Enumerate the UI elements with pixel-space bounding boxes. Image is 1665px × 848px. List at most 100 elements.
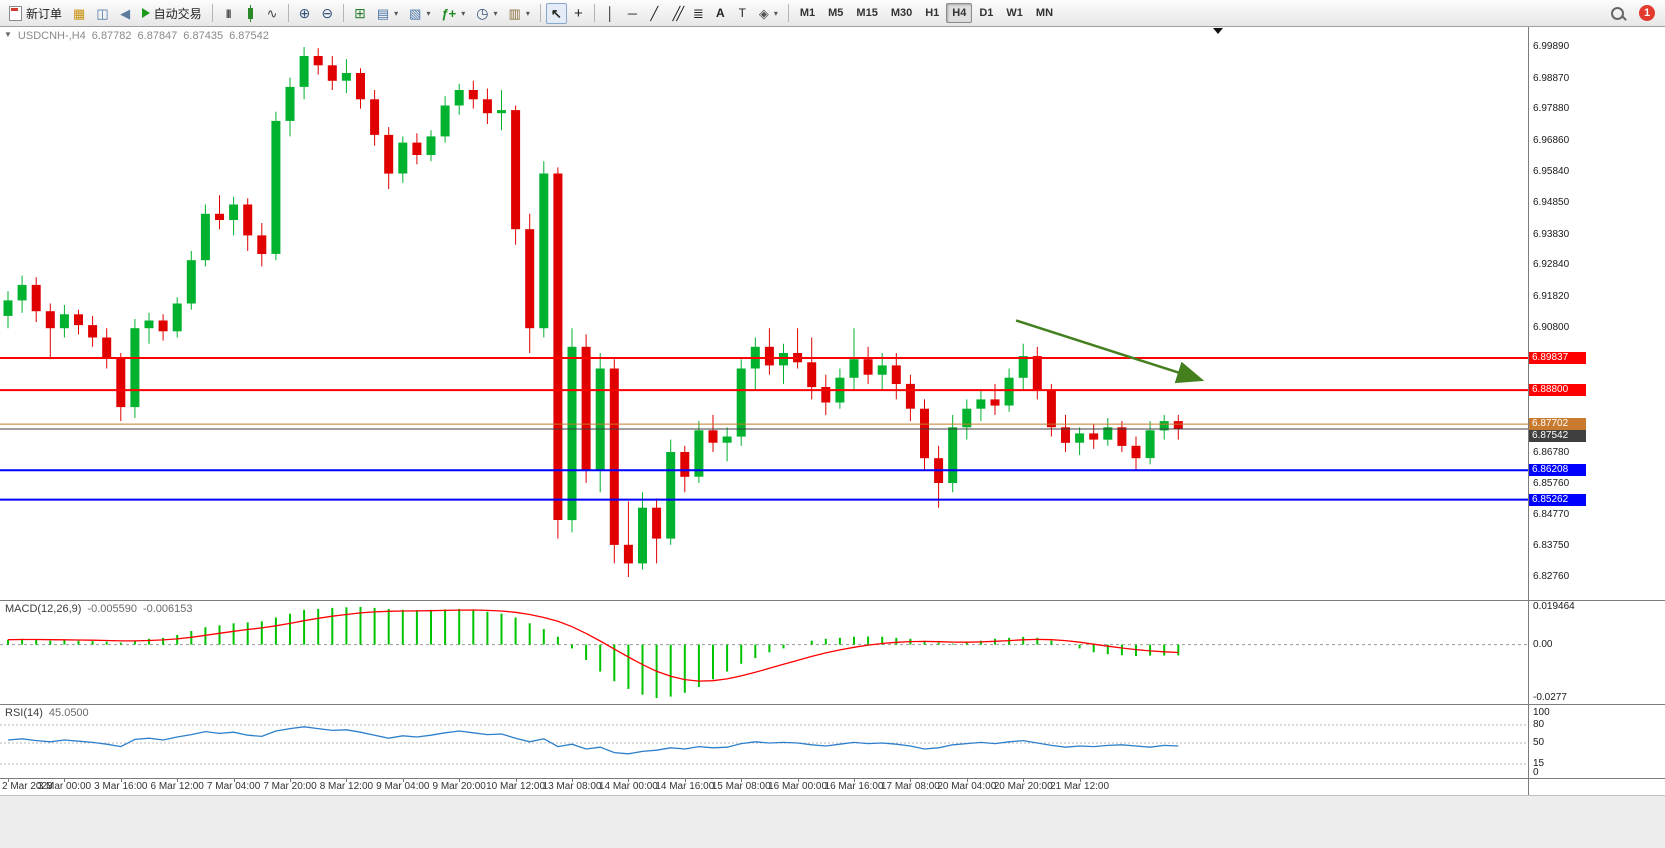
trendline-tool-button[interactable]: ╱ [644, 3, 665, 24]
label-tool-button[interactable]: T [732, 3, 753, 24]
new-chart-button[interactable]: ▦ [68, 3, 90, 24]
new-order-icon [9, 5, 22, 21]
zoom-in-button[interactable]: ⊕ [294, 3, 316, 24]
timeframe-button-w1[interactable]: W1 [1000, 3, 1029, 23]
zoom-out-button[interactable]: ⊖ [316, 3, 338, 24]
cascade-windows-button[interactable]: ▧ ▾ [404, 3, 435, 24]
bars-chart-icon: ||| [225, 7, 231, 18]
bull-candle [779, 353, 788, 366]
time-axis-label: 7 Mar 04:00 [206, 781, 261, 792]
bear-candle [807, 362, 817, 388]
bear-candle [74, 314, 83, 326]
time-axis-tick [1023, 779, 1025, 782]
symbol-title: USDCNH-,H4 [17, 30, 86, 42]
bear-candle [821, 387, 831, 403]
price-badge[interactable]: 6.88800 [1529, 384, 1586, 397]
profiles-button[interactable]: ◫ [91, 3, 113, 24]
bear-candle [1032, 356, 1042, 391]
price-axis-label: 6.86780 [1533, 446, 1570, 458]
chart-type-group: ||| ∿ [218, 3, 283, 24]
add-indicator-button[interactable]: ƒ+ ▾ [436, 3, 470, 24]
chart-candles-button[interactable] [240, 3, 261, 24]
bear-candle [116, 357, 126, 408]
price-shift-marker[interactable] [1213, 28, 1223, 34]
trend-arrow[interactable] [1015, 319, 1205, 384]
rsi-name: RSI(14) [5, 707, 43, 719]
hline-tool-button[interactable]: ─ [622, 3, 643, 24]
bear-candle [370, 99, 380, 135]
price-axis-label: 6.97880 [1533, 103, 1570, 115]
bull-candle [567, 346, 577, 521]
price-axis-label: 6.90800 [1533, 322, 1570, 334]
periods-button[interactable]: ◷ ▾ [471, 3, 502, 24]
new-chart-icon: ▦ [73, 5, 86, 21]
bear-candle [468, 90, 478, 100]
toolbar-separator [539, 4, 541, 22]
bear-candle [45, 311, 55, 329]
bear-candle [313, 56, 323, 66]
fibonacci-tool-button[interactable]: ≣ [688, 3, 709, 24]
timeframe-button-m5[interactable]: M5 [822, 3, 849, 23]
channel-tool-button[interactable]: ╱╱ [666, 3, 687, 24]
autotrading-label: 自动交易 [153, 6, 202, 21]
rsi-panel: RSI(14) 45.0500 100 80 50 15 0 [0, 704, 1665, 778]
rsi-chart-canvas[interactable] [0, 705, 1528, 778]
quote-low: 6.87435 [183, 30, 224, 42]
time-axis[interactable]: 2 Mar 2023 3 Mar 00:00 3 Mar 16:00 6 Mar 12… [0, 778, 1665, 795]
bull-candle [341, 73, 351, 81]
price-badge[interactable]: 6.89837 [1529, 352, 1586, 364]
timeframe-button-d1[interactable]: D1 [973, 3, 999, 23]
timeframe-button-h1[interactable]: H1 [919, 3, 945, 23]
time-axis-tick [120, 779, 122, 782]
cursor-button[interactable]: ↖ [545, 2, 567, 24]
arrange-windows-button[interactable]: ▤ ▾ [372, 3, 403, 24]
bull-candle [1004, 377, 1014, 406]
time-axis-label: 15 Mar 08:00 [711, 781, 771, 792]
expand-quote-icon[interactable]: ▼ [4, 30, 12, 39]
timeframe-button-m30[interactable]: M30 [885, 3, 918, 23]
timeframe-button-mn[interactable]: MN [1030, 3, 1059, 23]
time-axis-label: 14 Mar 00:00 [598, 781, 658, 792]
shapes-tool-button[interactable]: ◈ ▾ [754, 3, 783, 24]
timeframe-button-h4[interactable]: H4 [946, 3, 973, 23]
tile-windows-button[interactable]: ⊞ [349, 3, 371, 24]
dropdown-arrow-icon: ▾ [394, 8, 399, 18]
price-axis-label: 6.93830 [1533, 228, 1570, 240]
time-axis-label: 6 Mar 12:00 [150, 781, 204, 792]
bull-candle [849, 359, 859, 378]
crosshair-button[interactable]: + [568, 3, 589, 24]
new-order-button[interactable]: 新订单 [4, 3, 67, 24]
templates-button[interactable]: ▥ ▾ [504, 3, 535, 24]
notification-badge[interactable]: 1 [1639, 5, 1655, 21]
candlestick-chart-canvas[interactable] [0, 27, 1528, 600]
bear-candle [482, 99, 492, 114]
bull-candle [539, 173, 549, 329]
price-badge[interactable]: 6.87542 [1529, 430, 1586, 443]
time-axis-tick [290, 779, 291, 782]
market-watch-button[interactable]: ◀ [115, 3, 136, 24]
bear-candle [680, 452, 690, 477]
bull-candle [1159, 421, 1169, 431]
price-badge[interactable]: 6.87702 [1529, 418, 1586, 431]
time-axis-label: 17 Mar 08:00 [880, 781, 940, 792]
price-badge[interactable]: 6.85262 [1529, 493, 1586, 506]
bull-candle [1145, 430, 1155, 459]
autotrading-button[interactable]: 自动交易 [137, 3, 207, 24]
chart-bars-button[interactable]: ||| [218, 3, 239, 24]
macd-chart-canvas[interactable] [0, 601, 1528, 704]
pointer-group: ↖ + [545, 2, 589, 24]
vline-tool-button[interactable]: │ [600, 3, 621, 24]
time-axis-label: 7 Mar 20:00 [263, 781, 317, 792]
search-button[interactable] [1606, 3, 1629, 24]
label-tool-icon: T [738, 6, 747, 20]
bear-candle [863, 359, 873, 375]
chart-line-button[interactable]: ∿ [262, 3, 283, 24]
timeframe-button-m1[interactable]: M1 [794, 3, 821, 23]
bull-candle [595, 368, 605, 471]
price-axis-label: 6.84770 [1533, 508, 1570, 520]
time-axis-label: 3 Mar 16:00 [94, 781, 148, 792]
text-tool-button[interactable]: A [710, 3, 731, 24]
timeframe-button-m15[interactable]: M15 [850, 3, 883, 23]
bull-candle [454, 90, 464, 106]
price-badge[interactable]: 6.86208 [1529, 464, 1586, 477]
